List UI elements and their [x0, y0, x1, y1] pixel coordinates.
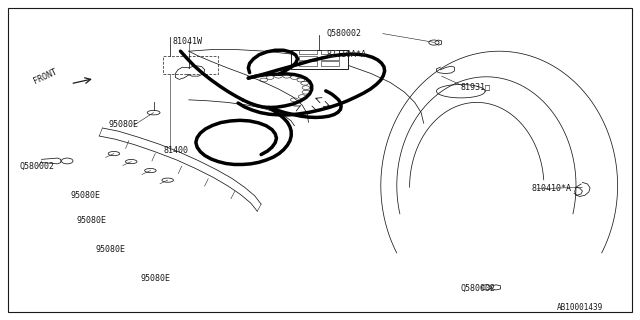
- Text: 82210A*A: 82210A*A: [326, 50, 366, 59]
- Text: 95080E: 95080E: [109, 120, 139, 129]
- Bar: [321, 56, 339, 60]
- Bar: [299, 56, 317, 60]
- Text: 81400: 81400: [163, 146, 188, 155]
- Text: 95080E: 95080E: [141, 274, 171, 283]
- Text: Q580002: Q580002: [326, 29, 362, 38]
- Text: 95080E: 95080E: [77, 216, 107, 225]
- Text: 81931□: 81931□: [461, 82, 491, 91]
- Bar: [299, 61, 317, 66]
- Text: Q580002: Q580002: [19, 162, 54, 171]
- Bar: [291, 50, 348, 69]
- Text: 81041W: 81041W: [173, 37, 203, 46]
- Text: AB10001439: AB10001439: [557, 303, 603, 312]
- Text: Q580002: Q580002: [461, 284, 496, 292]
- Bar: [299, 50, 317, 54]
- Text: 95080E: 95080E: [96, 245, 126, 254]
- Bar: [321, 50, 339, 54]
- Bar: [321, 61, 339, 66]
- Text: FRONT: FRONT: [32, 68, 58, 86]
- Text: 95080E: 95080E: [70, 191, 100, 200]
- Text: 810410*A: 810410*A: [531, 184, 571, 193]
